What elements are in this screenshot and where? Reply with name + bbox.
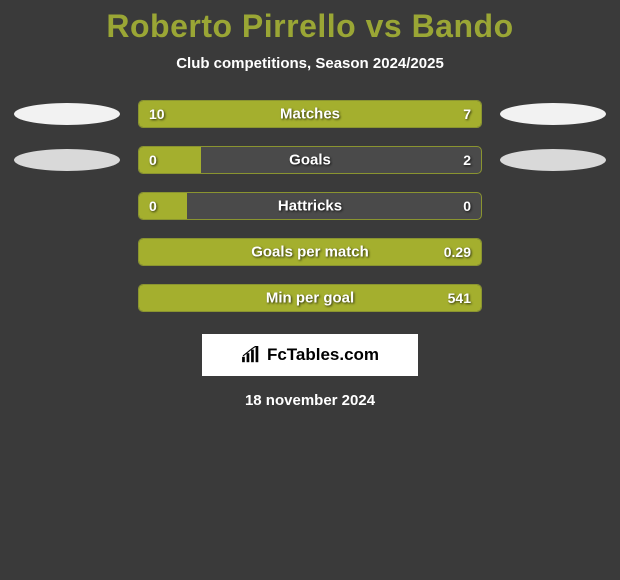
player-marker-left [14,149,120,171]
bar-value-right: 2 [463,152,471,168]
bar-label: Min per goal [266,290,354,307]
bar-value-right: 0.29 [444,244,471,260]
bar-track: 10 Matches 7 [138,100,482,128]
comparison-infographic: Roberto Pirrello vs Bando Club competiti… [0,0,620,409]
stat-row-min-per-goal: Min per goal 541 [0,284,620,312]
brand-box: FcTables.com [202,334,418,376]
stat-row-goals-per-match: Goals per match 0.29 [0,238,620,266]
bar-track: Goals per match 0.29 [138,238,482,266]
stat-row-goals: 0 Goals 2 [0,146,620,174]
page-title: Roberto Pirrello vs Bando [106,8,513,45]
player-marker-right [500,149,606,171]
bar-label: Hattricks [278,198,342,215]
bar-value-left: 0 [149,152,157,168]
bar-value-left: 10 [149,106,165,122]
stat-row-matches: 10 Matches 7 [0,100,620,128]
bar-label: Matches [280,106,340,123]
bar-fill-right [340,101,481,127]
bar-track: 0 Goals 2 [138,146,482,174]
bar-label: Goals per match [251,244,369,261]
bar-track: Min per goal 541 [138,284,482,312]
bar-track: 0 Hattricks 0 [138,192,482,220]
stat-row-hattricks: 0 Hattricks 0 [0,192,620,220]
stats-bars: 10 Matches 7 0 Goals 2 0 Hattricks [0,100,620,312]
date-text: 18 november 2024 [245,392,375,409]
brand-text: FcTables.com [267,345,379,365]
bar-chart-icon [241,346,263,364]
bar-value-right: 541 [448,290,471,306]
page-subtitle: Club competitions, Season 2024/2025 [176,55,444,72]
bar-value-left: 0 [149,198,157,214]
player-marker-left [14,103,120,125]
bar-label: Goals [289,152,331,169]
player-marker-right [500,103,606,125]
bar-fill-left [139,193,187,219]
bar-value-right: 0 [463,198,471,214]
bar-value-right: 7 [463,106,471,122]
